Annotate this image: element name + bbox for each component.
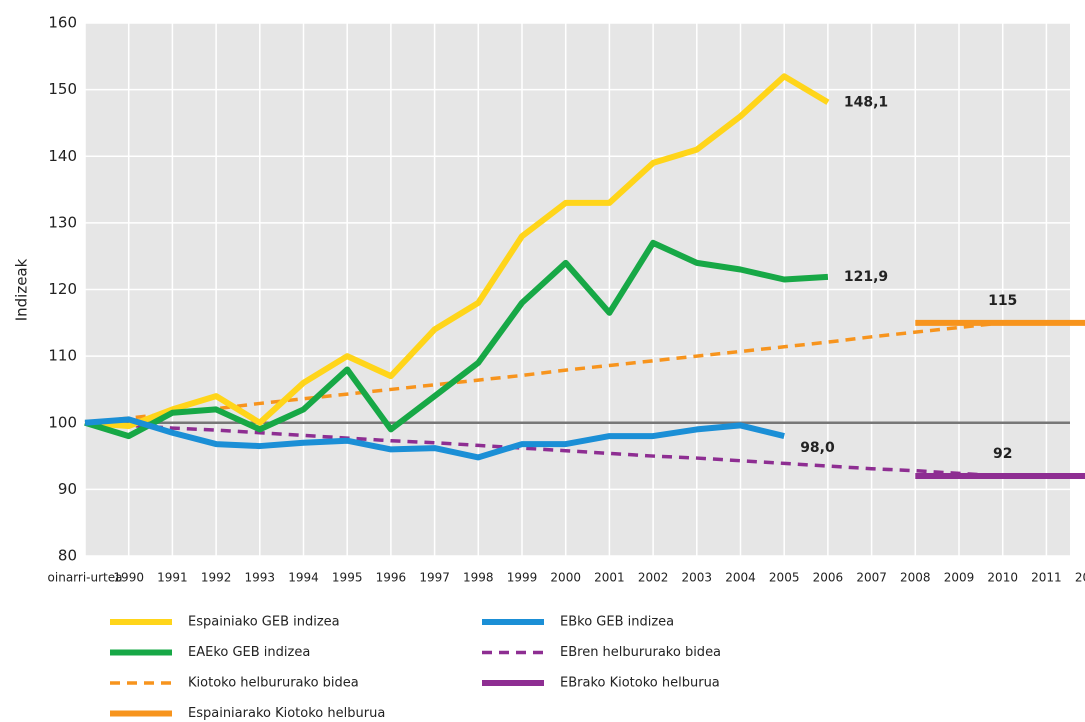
x-tick-label: 2006	[813, 571, 844, 585]
x-tick-label: 1992	[201, 571, 232, 585]
legend-label: Kiotoko helbururako bidea	[188, 676, 359, 691]
y-tick-label: 130	[48, 213, 77, 231]
x-tick-label: 1994	[288, 571, 319, 585]
legend-label: Espainiarako Kiotoko helburua	[188, 706, 385, 721]
series-line	[84, 239, 829, 440]
y-tick-label: 100	[48, 413, 77, 431]
x-tick-label: 2004	[725, 571, 756, 585]
x-tick-label: 2012	[1075, 571, 1085, 585]
x-tick-label: 1995	[332, 571, 363, 585]
x-tick-label: 2007	[856, 571, 887, 585]
x-tick-label: oinarri-urtea	[48, 571, 123, 585]
legend-label: EBko GEB indizea	[560, 615, 674, 630]
x-tick-label: 1993	[245, 571, 276, 585]
x-tick-label: 2011	[1031, 571, 1062, 585]
x-tick-label: 2002	[638, 571, 669, 585]
legend-label: EBren helbururako bidea	[560, 645, 721, 660]
legend-label: Espainiako GEB indizea	[188, 615, 340, 630]
x-tick-label: 2000	[550, 571, 581, 585]
y-tick-label: 90	[58, 480, 77, 498]
series-line	[84, 416, 785, 461]
x-tick-label: 2008	[900, 571, 931, 585]
end-label: 121,9	[844, 269, 888, 285]
legend-label: EBrako Kiotoko helburua	[560, 676, 720, 691]
end-label: 92	[993, 446, 1012, 462]
x-tick-label: 1999	[507, 571, 538, 585]
y-tick-label: 80	[58, 547, 77, 565]
y-tick-label: 160	[48, 14, 77, 32]
legend-label: EAEko GEB indizea	[188, 645, 310, 660]
x-tick-label: 1996	[376, 571, 407, 585]
x-tick-label: 2005	[769, 571, 800, 585]
x-tick-label: 2003	[682, 571, 713, 585]
y-tick-label: 120	[48, 280, 77, 298]
y-tick-label: 150	[48, 80, 77, 98]
x-tick-label: 1997	[419, 571, 450, 585]
end-label: 148,1	[844, 94, 888, 110]
x-tick-label: 2010	[987, 571, 1018, 585]
x-tick-label: 1998	[463, 571, 494, 585]
y-tick-label: 140	[48, 147, 77, 165]
x-tick-label: 1990	[113, 571, 144, 585]
x-tick-label: 2009	[944, 571, 975, 585]
series-line	[84, 73, 830, 430]
end-label: 115	[988, 293, 1017, 309]
y-tick-label: 110	[48, 347, 77, 365]
series-line	[84, 421, 1003, 478]
x-tick-label: 1991	[157, 571, 188, 585]
y-axis-label: Indizeak	[13, 258, 31, 321]
x-tick-label: 2001	[594, 571, 625, 585]
end-label: 98,0	[800, 440, 835, 456]
